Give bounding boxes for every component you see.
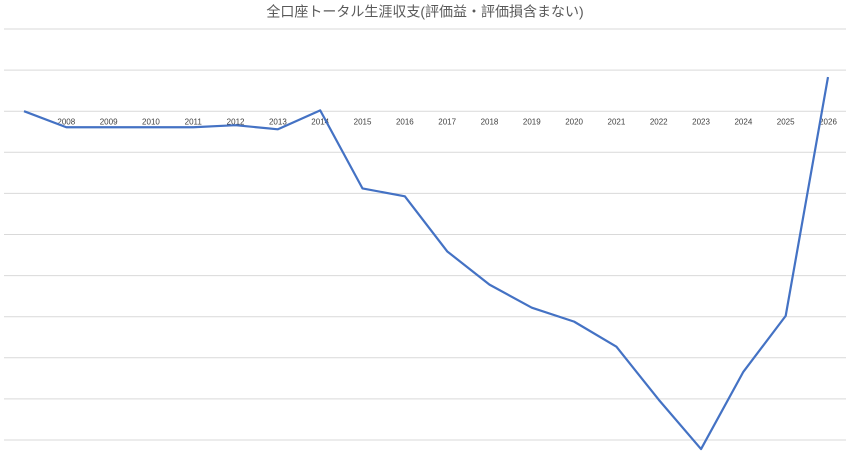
x-tick-label: 2011 bbox=[185, 117, 203, 126]
x-tick-label: 2026 bbox=[819, 117, 837, 126]
x-tick-label: 2010 bbox=[142, 117, 160, 126]
x-tick-label: 2021 bbox=[608, 117, 626, 126]
x-tick-label: 2012 bbox=[227, 117, 245, 126]
x-tick-label: 2017 bbox=[438, 117, 456, 126]
x-tick-label: 2018 bbox=[481, 117, 499, 126]
x-tick-label: 2020 bbox=[565, 117, 583, 126]
x-tick-label: 2019 bbox=[523, 117, 541, 126]
x-tick-label: 2008 bbox=[57, 117, 75, 126]
chart-title: 全口座トータル生涯収支(評価益・評価損含まない) bbox=[266, 4, 583, 20]
x-tick-label: 2024 bbox=[734, 117, 752, 126]
x-tick-label: 2015 bbox=[354, 117, 372, 126]
x-tick-label: 2013 bbox=[269, 117, 287, 126]
x-tick-label: 2022 bbox=[650, 117, 668, 126]
x-tick-label: 2014 bbox=[311, 117, 329, 126]
x-tick-label: 2025 bbox=[777, 117, 795, 126]
line-series bbox=[23, 76, 830, 451]
x-tick-label: 2009 bbox=[100, 117, 118, 126]
x-tick-label: 2023 bbox=[692, 117, 710, 126]
x-tick-label: 2016 bbox=[396, 117, 414, 126]
